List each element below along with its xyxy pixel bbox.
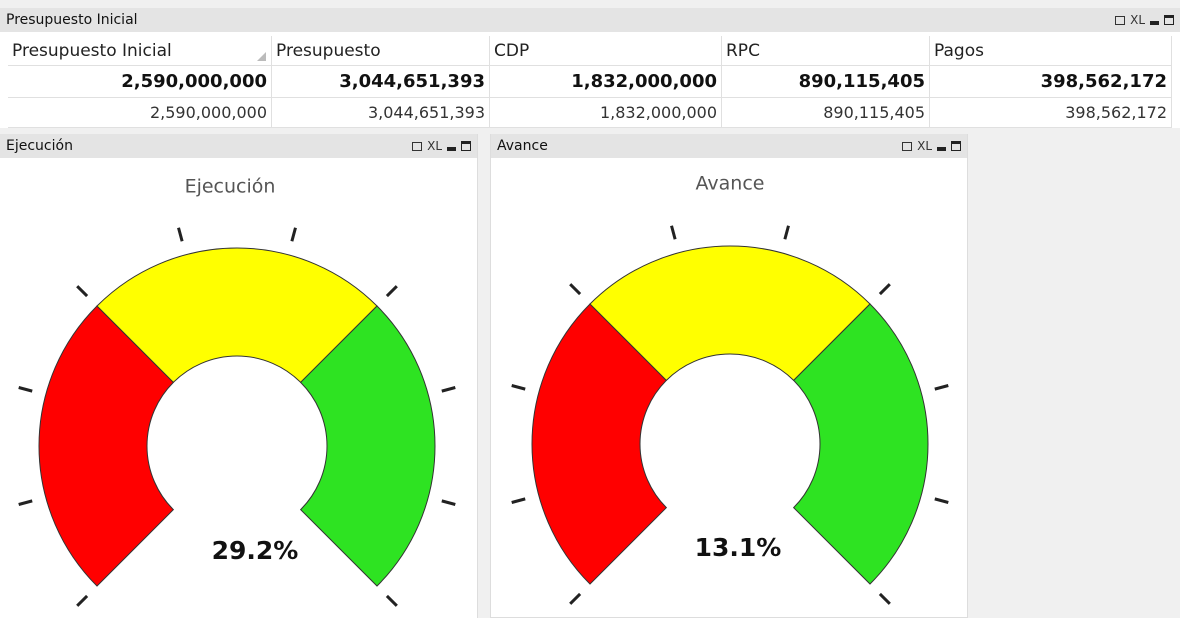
- maximize-button[interactable]: [1164, 15, 1174, 25]
- caption-title: Presupuesto Inicial: [6, 12, 138, 28]
- maximize-button[interactable]: [461, 141, 471, 151]
- print-button[interactable]: [412, 141, 423, 151]
- column-header: CDP: [490, 36, 722, 66]
- excel-button[interactable]: XL: [1130, 13, 1145, 27]
- column-header: Pagos: [930, 36, 1172, 66]
- minimize-button[interactable]: [447, 147, 456, 151]
- minimize-button[interactable]: [937, 147, 946, 151]
- table-grid: Presupuesto Inicial 2,590,000,000 2,590,00…: [0, 36, 1180, 128]
- table-cell: 1,832,000,000: [490, 98, 722, 128]
- table-cell: 398,562,172: [930, 66, 1172, 98]
- gauge-panel: Ejecución XL: [0, 134, 478, 618]
- sort-indicator[interactable]: [257, 52, 266, 61]
- minimize-button[interactable]: [1150, 21, 1159, 25]
- maximize-button[interactable]: [951, 141, 961, 151]
- table-caption: Presupuesto Inicial XL: [0, 8, 1180, 32]
- table-cell: 1,832,000,000: [490, 66, 722, 98]
- table-cell: 2,590,000,000: [8, 98, 272, 128]
- caption-icons: XL: [1115, 8, 1174, 32]
- table-cell: 2,590,000,000: [8, 66, 272, 98]
- table-panel: Presupuesto Inicial XL Presupuesto Inici…: [0, 8, 1180, 128]
- caption-title: Ejecución: [6, 138, 73, 154]
- column-header: RPC: [722, 36, 930, 66]
- print-button[interactable]: [902, 141, 913, 151]
- table-cell: 890,115,405: [722, 66, 930, 98]
- caption-icons: XL: [412, 134, 471, 158]
- table-cell: 3,044,651,393: [272, 98, 490, 128]
- caption-icons: XL: [902, 134, 961, 158]
- gauge-panel: Avance XL: [490, 134, 968, 618]
- caption-title: Avance: [497, 138, 548, 154]
- gauge-caption: Avance XL: [491, 134, 967, 158]
- gauge-caption: Ejecución XL: [0, 134, 477, 158]
- column-header: Presupuesto Inicial: [8, 36, 272, 66]
- table-cell: 890,115,405: [722, 98, 930, 128]
- table-cell: 3,044,651,393: [272, 66, 490, 98]
- excel-button[interactable]: XL: [917, 139, 932, 153]
- excel-button[interactable]: XL: [427, 139, 442, 153]
- table-cell: 398,562,172: [930, 98, 1172, 128]
- print-button[interactable]: [1115, 15, 1126, 25]
- column-header: Presupuesto: [272, 36, 490, 66]
